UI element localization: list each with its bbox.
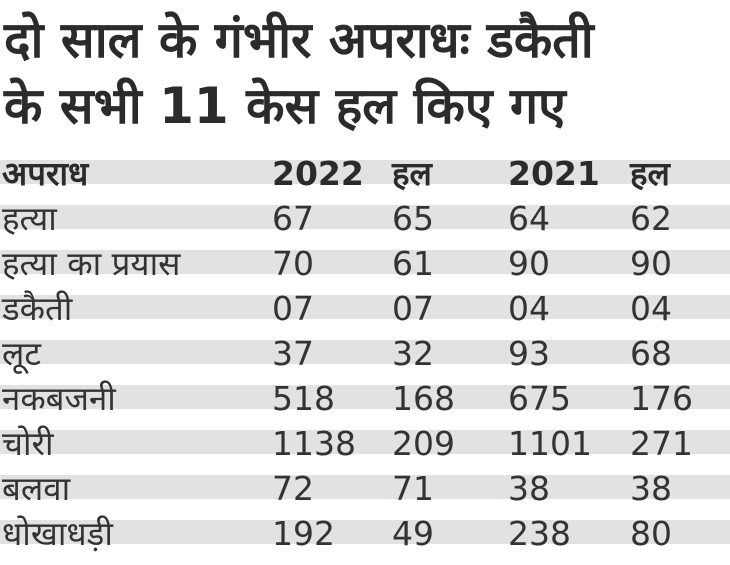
crime-label: चोरी — [2, 424, 54, 463]
table-cell: 04 — [508, 289, 550, 328]
table-row: धोखाधड़ी 192 49 238 80 — [0, 514, 730, 565]
table-row: हत्या का प्रयास 70 61 90 90 — [0, 244, 730, 295]
table-cell: 90 — [630, 244, 672, 283]
headline-line-1: दो साल के गंभीर अपराधः डकैती — [4, 11, 594, 69]
crime-label: हत्या का प्रयास — [2, 244, 181, 283]
table-cell: 38 — [630, 469, 672, 508]
crime-label: बलवा — [2, 469, 71, 508]
table-header-row: अपराध 2022 हल 2021 हल — [0, 154, 730, 205]
table-cell: 209 — [392, 424, 455, 463]
table-cell: 271 — [630, 424, 693, 463]
table-row: नकबजनी 518 168 675 176 — [0, 379, 730, 430]
table-cell: 1138 — [272, 424, 356, 463]
table-cell: 04 — [630, 289, 672, 328]
table-row: लूट 37 32 93 68 — [0, 334, 730, 385]
crime-label: धोखाधड़ी — [2, 514, 113, 553]
table-cell: 90 — [508, 244, 550, 283]
table-cell: 168 — [392, 379, 455, 418]
table-cell: 64 — [508, 199, 550, 238]
row-stripe — [0, 205, 730, 229]
crime-label: लूट — [2, 334, 42, 373]
headline-line-2: के सभी 11 केस हल किए गए — [4, 77, 566, 135]
table-cell: 07 — [392, 289, 434, 328]
row-stripe — [0, 160, 730, 184]
table-cell: 38 — [508, 469, 550, 508]
table-cell: 61 — [392, 244, 434, 283]
table-cell: 37 — [272, 334, 314, 373]
column-header: 2021 — [508, 154, 600, 193]
table-cell: 32 — [392, 334, 434, 373]
crime-label: नकबजनी — [2, 379, 116, 418]
row-stripe — [0, 250, 730, 274]
table-cell: 65 — [392, 199, 434, 238]
table-cell: 176 — [630, 379, 693, 418]
table-cell: 192 — [272, 514, 335, 553]
table-row: डकैती 07 07 04 04 — [0, 289, 730, 340]
table-cell: 07 — [272, 289, 314, 328]
table-cell: 70 — [272, 244, 314, 283]
table-cell: 71 — [392, 469, 434, 508]
table-cell: 1101 — [508, 424, 592, 463]
table-cell: 72 — [272, 469, 314, 508]
table-row: हत्या 67 65 64 62 — [0, 199, 730, 250]
table-cell: 93 — [508, 334, 550, 373]
table-cell: 238 — [508, 514, 571, 553]
row-stripe — [0, 520, 730, 544]
row-stripe — [0, 430, 730, 454]
table-row: चोरी 1138 209 1101 271 — [0, 424, 730, 475]
table-cell: 62 — [630, 199, 672, 238]
row-stripe — [0, 340, 730, 364]
row-stripe — [0, 475, 730, 499]
crime-label: डकैती — [2, 289, 73, 328]
table-cell: 80 — [630, 514, 672, 553]
column-header: अपराध — [2, 154, 89, 193]
column-header: हल — [630, 154, 670, 193]
table-row: बलवा 72 71 38 38 — [0, 469, 730, 520]
table-cell: 49 — [392, 514, 434, 553]
table-cell: 67 — [272, 199, 314, 238]
table-cell: 675 — [508, 379, 571, 418]
row-stripe — [0, 295, 730, 319]
table-cell: 68 — [630, 334, 672, 373]
row-stripe — [0, 385, 730, 409]
column-header: 2022 — [272, 154, 364, 193]
table-cell: 518 — [272, 379, 335, 418]
crime-label: हत्या — [2, 199, 57, 238]
column-header: हल — [392, 154, 432, 193]
